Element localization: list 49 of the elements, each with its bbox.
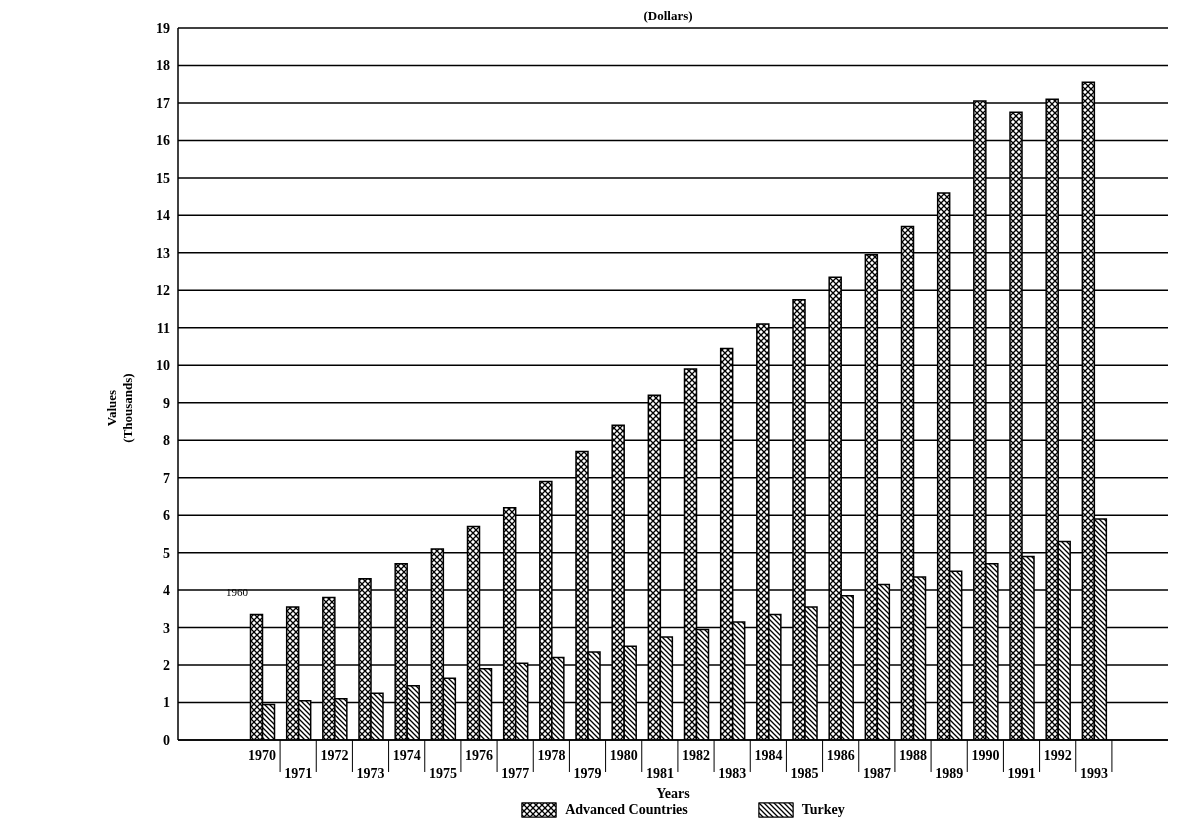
y-tick-label: 8 bbox=[163, 433, 170, 449]
y-tick-label: 13 bbox=[156, 245, 170, 261]
x-tick-label: 1976 bbox=[465, 748, 494, 763]
y-tick-label: 14 bbox=[156, 208, 170, 224]
x-tick-label: 1971 bbox=[284, 766, 313, 781]
y-tick-label: 6 bbox=[163, 508, 170, 524]
x-tick-label: 1983 bbox=[718, 766, 747, 781]
x-tick-label: 1987 bbox=[862, 766, 891, 781]
x-tick-label: 1982 bbox=[682, 748, 711, 763]
legend-label: Advanced Countries bbox=[564, 802, 688, 818]
x-tick-label: 1984 bbox=[754, 748, 783, 763]
y-tick-label: 0 bbox=[163, 732, 170, 748]
x-tick-label: 1981 bbox=[645, 766, 674, 781]
y-tick-label: 15 bbox=[156, 170, 170, 186]
x-tick-label: 1973 bbox=[356, 766, 385, 781]
x-tick-label: 1992 bbox=[1043, 748, 1072, 763]
y-tick-label: 9 bbox=[163, 395, 170, 411]
y-tick-label: 16 bbox=[156, 133, 170, 149]
y-tick-label: 10 bbox=[156, 358, 170, 374]
x-tick-label: 1975 bbox=[428, 766, 457, 781]
x-tick-label: 1985 bbox=[790, 766, 819, 781]
x-tick-label: 1986 bbox=[826, 748, 855, 763]
y-tick-label: 17 bbox=[156, 95, 170, 111]
chart-title: (Dollars) bbox=[643, 8, 693, 23]
x-tick-label: 1993 bbox=[1079, 766, 1108, 781]
y-tick-label: 4 bbox=[163, 583, 170, 599]
x-tick-label: 1970 bbox=[248, 748, 277, 763]
y-tick-label: 1 bbox=[163, 695, 170, 711]
y-tick-label: 5 bbox=[163, 545, 170, 561]
y-tick-label: 7 bbox=[163, 470, 170, 486]
y-tick-label: 19 bbox=[156, 20, 170, 36]
y-tick-label: 11 bbox=[156, 320, 170, 336]
y-axis-title: Values (Thousands) bbox=[104, 373, 136, 443]
x-tick-label: 1990 bbox=[971, 748, 1000, 763]
y-tick-label: 18 bbox=[156, 58, 170, 74]
x-tick-label: 1988 bbox=[899, 748, 928, 763]
x-tick-label: 1978 bbox=[537, 748, 566, 763]
legend-label: Turkey bbox=[800, 802, 845, 818]
x-tick-label: 1980 bbox=[609, 748, 638, 763]
x-tick-label: 1979 bbox=[573, 766, 602, 781]
x-tick-label: 1977 bbox=[501, 766, 530, 781]
x-axis-title: Years bbox=[656, 786, 691, 801]
y-tick-label: 2 bbox=[163, 658, 170, 674]
x-tick-label: 1989 bbox=[935, 766, 964, 781]
x-tick-label: 1991 bbox=[1007, 766, 1036, 781]
x-tick-label: 1974 bbox=[392, 748, 421, 763]
y-tick-label: 12 bbox=[156, 283, 170, 299]
x-tick-label: 1972 bbox=[320, 748, 349, 763]
y-tick-label: 3 bbox=[163, 620, 170, 636]
